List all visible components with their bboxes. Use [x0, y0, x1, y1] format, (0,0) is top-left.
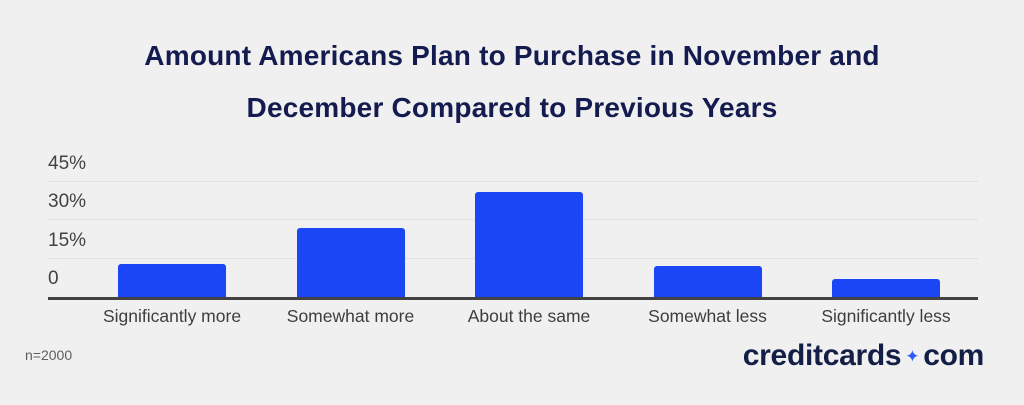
- bar-significantly-less: [832, 279, 940, 297]
- sparkle-diamond-icon: ✦: [905, 347, 920, 366]
- bar-about-the-same: [475, 192, 583, 297]
- x-axis-label-about-the-same: About the same: [467, 306, 591, 326]
- chart-title-line-2: December Compared to Previous Years: [246, 92, 778, 123]
- logo-text-creditcards: creditcards: [742, 339, 902, 372]
- sample-size-note: n=2000: [25, 347, 73, 363]
- y-axis-tick-label-30%: 30%: [48, 191, 87, 213]
- gridline-45: [48, 181, 978, 182]
- x-axis-label-significantly-more: Significantly more: [102, 306, 242, 326]
- bar-somewhat-more: [296, 228, 405, 297]
- bar-chart-plot-area: 0 15% 30% 45% Significantly more Somewhat mor…: [48, 154, 978, 326]
- logo-text-com: com: [923, 339, 984, 372]
- y-axis-tick-label-45%: 45%: [48, 153, 87, 174]
- bar-significantly-more: [118, 263, 226, 297]
- x-axis-label-significantly-less: Significantly less: [821, 306, 951, 326]
- creditcards-com-logo: creditcards ✦ com: [742, 339, 985, 373]
- bar-somewhat-less: [653, 266, 762, 297]
- chart-title-line-1: Amount Americans Plan to Purchase in Nov…: [144, 40, 880, 71]
- x-axis-label-somewhat-more: Somewhat more: [286, 306, 415, 326]
- chart-title: Amount Americans Plan to Purchase in Nov…: [0, 30, 1024, 134]
- x-axis-label-somewhat-less: Somewhat less: [648, 306, 767, 326]
- y-axis-tick-label-0: 0: [48, 268, 59, 289]
- y-axis-tick-label-15%: 15%: [48, 229, 87, 251]
